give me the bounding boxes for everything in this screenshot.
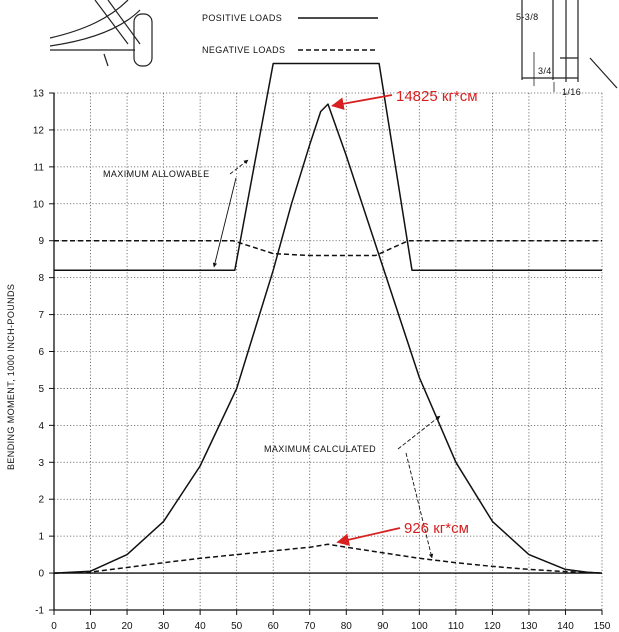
legend-positive-loads-label: POSITIVE LOADS [202, 13, 282, 23]
y-tick-label: 6 [38, 347, 44, 358]
y-tick-label: -1 [35, 606, 44, 617]
annotation-peak-positive-arrow [331, 94, 393, 110]
series-lines [53, 62, 603, 574]
x-tick-label: 130 [521, 621, 538, 632]
y-axis-label: BENDING MOMENT, 1000 INCH-POUNDS [6, 284, 16, 470]
x-tick-label: 110 [448, 621, 464, 632]
series-positive-calculated-line [53, 103, 603, 574]
y-tick-label: 7 [38, 310, 44, 321]
x-tick-label: 40 [195, 621, 207, 632]
inset-label-5-3-8: 5-3/8 [516, 12, 539, 22]
y-tick-label: 4 [38, 421, 44, 432]
legend: POSITIVE LOADS NEGATIVE LOADS [202, 13, 378, 55]
y-tick-label: 5 [38, 384, 44, 395]
y-tick-label: 2 [38, 495, 44, 506]
series-positive-allowable-line [54, 62, 602, 272]
inset-label-3-4: 3/4 [538, 66, 552, 76]
x-tick-label: 120 [484, 621, 501, 632]
y-tick-label: 0 [38, 569, 44, 580]
y-tick-label: 9 [38, 236, 44, 247]
annotation-peak-negative-arrow [336, 527, 401, 546]
annotation-maximum-calculated: MAXIMUM CALCULATED [264, 444, 376, 454]
annotation-peak-negative-value: 926 кг*см [404, 520, 469, 537]
series-negative-allowable-line [54, 239, 602, 257]
series-negative-calculated-line [53, 543, 603, 574]
y-tick-label: 10 [33, 199, 45, 210]
inset-label-1-16: 1/16 [562, 87, 581, 97]
x-tick-labels: 0 10 20 30 40 50 60 70 80 90 100 110 120 130 140 150 [51, 621, 611, 632]
x-tick-label: 30 [158, 621, 170, 632]
annotation-maximum-calculated-leader [397, 415, 441, 450]
y-tick-label: 13 [33, 89, 45, 100]
x-tick-label: 70 [304, 621, 316, 632]
x-tick-label: 0 [51, 621, 57, 632]
axes [49, 92, 603, 615]
section-inset-fragment [521, 0, 618, 92]
x-tick-label: 50 [231, 621, 243, 632]
annotation-maximum-allowable-leader [229, 159, 249, 175]
x-tick-label: 20 [122, 621, 134, 632]
y-tick-label: 12 [33, 125, 45, 136]
x-tick-label: 140 [557, 621, 574, 632]
x-tick-label: 150 [594, 621, 611, 632]
wheel-sketch-fragment [49, 0, 153, 67]
y-tick-label: 1 [38, 532, 44, 543]
x-tick-label: 10 [85, 621, 97, 632]
x-tick-label: 60 [268, 621, 280, 632]
x-tick-label: 80 [341, 621, 353, 632]
annotation-peak-positive-value: 14825 кг*см [396, 88, 478, 105]
annotation-maximum-allowable-leader-2 [212, 177, 237, 268]
y-tick-label: 8 [38, 273, 44, 284]
annotation-maximum-allowable: MAXIMUM ALLOWABLE [103, 169, 210, 179]
x-tick-label: 100 [411, 621, 428, 632]
y-tick-label: 11 [34, 162, 45, 173]
y-tick-label: 3 [38, 458, 44, 469]
annotation-maximum-calculated-leader-2 [405, 452, 434, 559]
x-tick-label: 90 [377, 621, 389, 632]
legend-negative-loads-label: NEGATIVE LOADS [202, 45, 285, 55]
